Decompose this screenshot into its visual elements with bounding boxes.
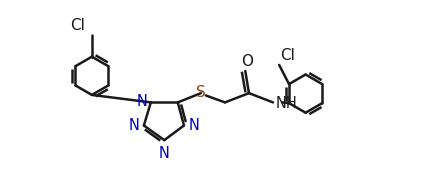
Text: N: N [189,118,199,133]
Text: NH: NH [276,96,297,111]
Text: S: S [196,85,206,100]
Text: Cl: Cl [70,18,85,33]
Text: N: N [137,94,148,109]
Text: N: N [128,118,139,133]
Text: Cl: Cl [280,48,295,63]
Text: O: O [241,55,253,69]
Text: N: N [159,146,170,161]
